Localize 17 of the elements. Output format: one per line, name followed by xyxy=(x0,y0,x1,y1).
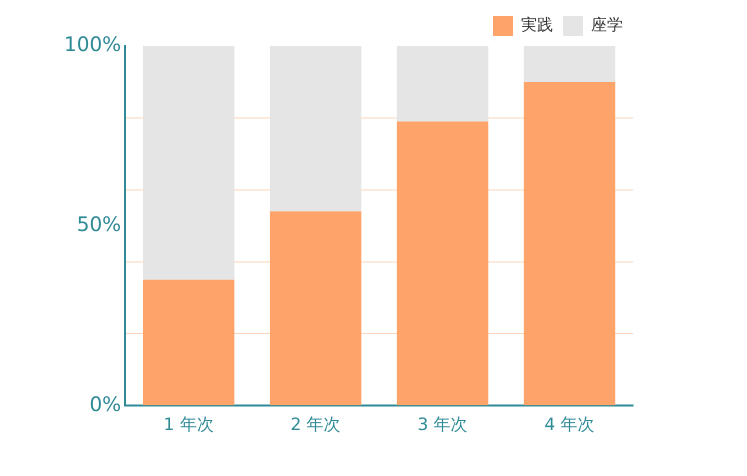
x-tick-label: 1 年次 xyxy=(164,415,214,436)
legend-label: 座学 xyxy=(591,15,623,34)
bar xyxy=(142,46,234,280)
bar xyxy=(524,82,616,406)
y-tick-label: 50% xyxy=(76,212,122,236)
bar xyxy=(270,211,362,406)
y-tick-label: 100% xyxy=(64,32,122,56)
x-tick-label: 2 年次 xyxy=(290,415,341,436)
x-tick-label: 3 年次 xyxy=(417,415,468,436)
y-tick-label: 0% xyxy=(89,392,122,416)
bar xyxy=(396,122,488,406)
bar xyxy=(396,46,488,122)
bar xyxy=(524,46,616,82)
bar xyxy=(270,46,362,212)
legend-label: 実践 xyxy=(521,15,553,34)
bar xyxy=(142,280,234,406)
x-tick-label: 4 年次 xyxy=(544,415,595,436)
